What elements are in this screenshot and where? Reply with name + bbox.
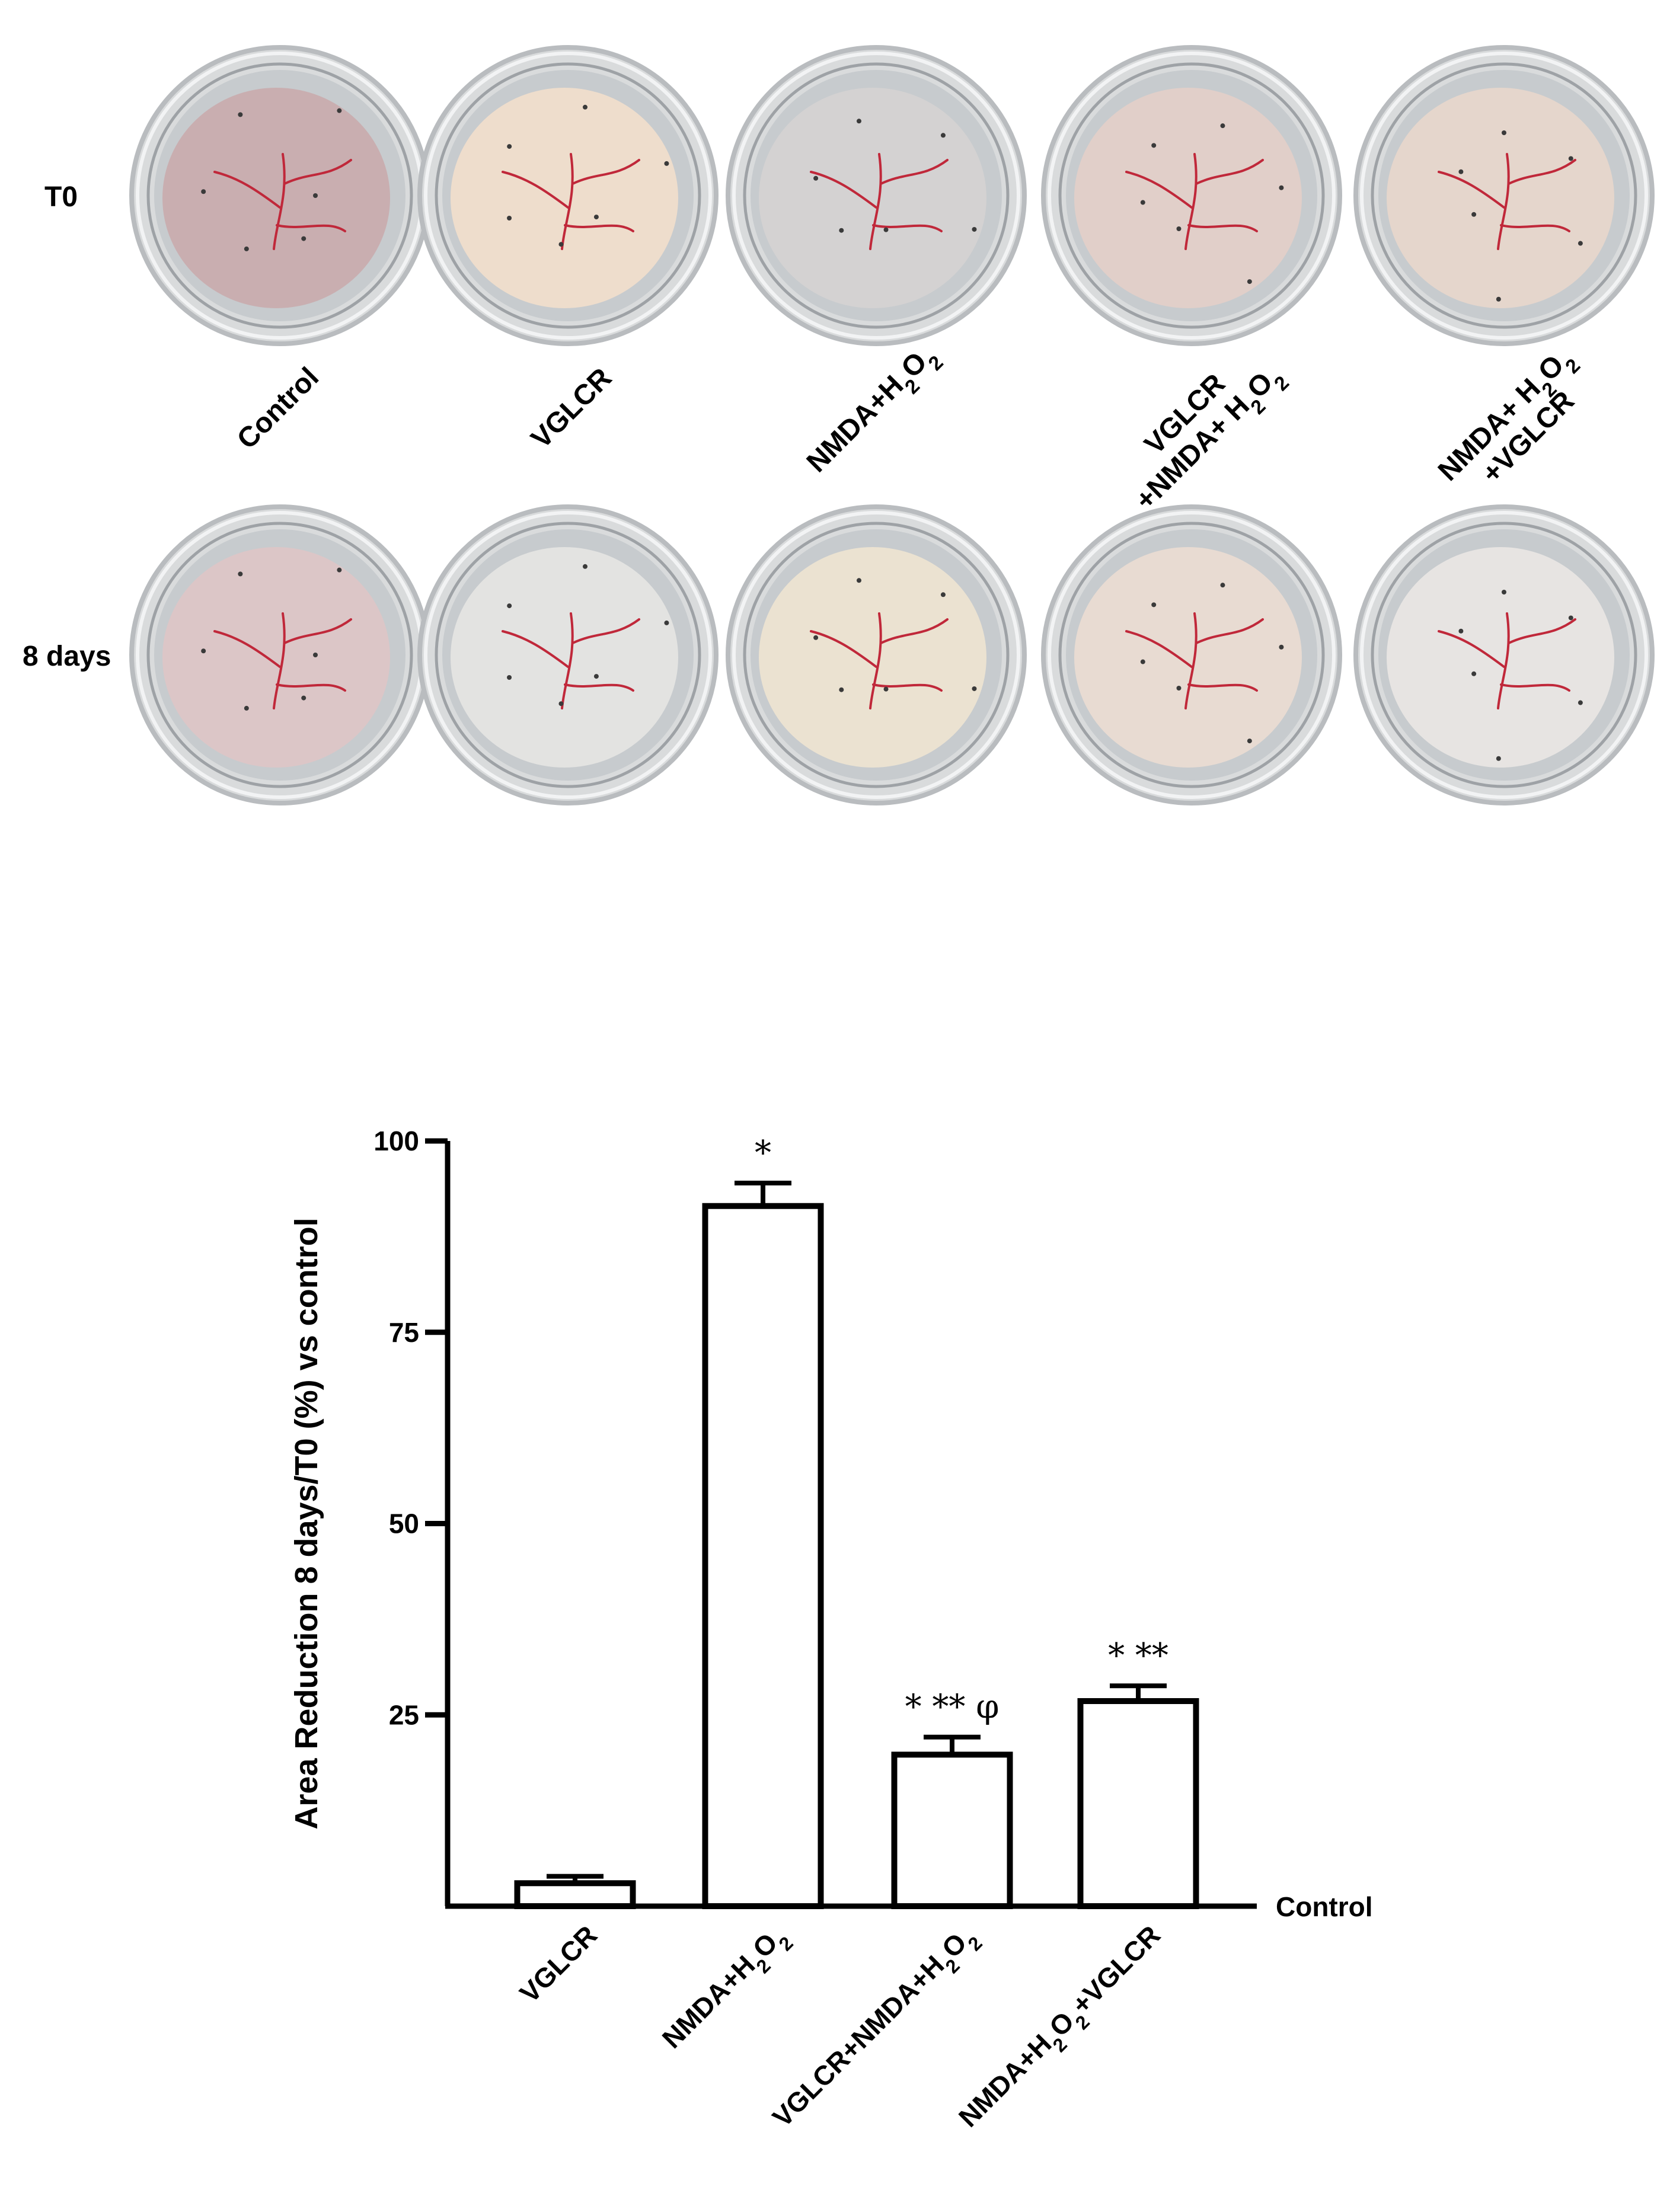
significance-label-3: * **: [1108, 1636, 1168, 1675]
vessel-network: [213, 153, 352, 250]
vessel-network: [1125, 153, 1264, 250]
y-tick-label: 50: [389, 1508, 419, 1539]
vessel-network: [502, 612, 640, 709]
bar-2: [891, 1751, 1013, 1910]
bar-0: [514, 1880, 636, 1910]
vessel-network: [502, 153, 640, 250]
tissue-membrane: [162, 88, 390, 308]
row-label-8-days: 8 days: [23, 641, 111, 672]
petri-dish-day8-3: [1041, 504, 1342, 805]
y-tick-label: 100: [373, 1126, 419, 1156]
petri-dish-day8-4: [1353, 504, 1655, 805]
vessel-network: [810, 612, 949, 709]
petri-dish-t0-3: [1041, 45, 1342, 346]
tissue-membrane: [1074, 88, 1302, 308]
baseline-label: Control: [1276, 1891, 1373, 1922]
tissue-membrane: [1387, 547, 1614, 768]
category-label-0: VGLCR: [513, 1919, 603, 2009]
vessel-network: [213, 612, 352, 709]
tissue-membrane: [451, 88, 678, 308]
petri-dish-t0-4: [1353, 45, 1655, 346]
column-label-4: NMDA+ H2O2+VGLCR: [1432, 341, 1601, 510]
tissue-membrane: [759, 88, 986, 308]
tissue-membrane: [162, 547, 390, 768]
tissue-membrane: [451, 547, 678, 768]
row-label-t0: T0: [44, 181, 78, 213]
vessel-network: [1125, 612, 1264, 709]
bar-3: [1077, 1698, 1199, 1909]
column-label-3: VGLCR+NMDA+ H2O2: [1106, 335, 1294, 523]
photo-panel: T0 8 days Control VGLCR NMDA+H2O2 VGLCR+NMDA+…: [23, 45, 1655, 805]
petri-dish-t0-1: [417, 45, 719, 346]
bar-1: [702, 1203, 824, 1909]
category-label-3: NMDA+H2O2+VGLCR: [953, 1919, 1173, 2139]
vessel-network: [1438, 153, 1576, 250]
significance-label-2: * ** φ: [905, 1688, 1000, 1727]
petri-dish-t0-2: [726, 45, 1027, 346]
petri-dish-t0-0: [129, 45, 430, 346]
bar-chart: 25 50 75 100 Area Reduction 8 days/T0 (%) vs…: [289, 1126, 1373, 2139]
tissue-membrane: [1387, 88, 1614, 308]
petri-dish-day8-1: [417, 504, 719, 805]
category-label-2: VGLCR+NMDA+H2O2: [767, 1919, 986, 2139]
tissue-membrane: [759, 547, 986, 768]
category-label-1: NMDA+H2O2: [656, 1919, 797, 2060]
column-label-1: VGLCR: [525, 362, 618, 455]
column-label-0: Control: [231, 362, 325, 455]
y-tick-label: 75: [389, 1317, 419, 1348]
column-label-2: NMDA+H2O2: [801, 338, 947, 485]
y-axis-label: Area Reduction 8 days/T0 (%) vs control: [289, 1217, 324, 1829]
significance-label-1: *: [755, 1134, 771, 1172]
y-tick-label: 25: [389, 1699, 419, 1730]
petri-dish-day8-2: [726, 504, 1027, 805]
tissue-membrane: [1074, 547, 1302, 768]
vessel-network: [1438, 612, 1576, 709]
petri-dish-day8-0: [129, 504, 430, 805]
vessel-network: [810, 153, 949, 250]
